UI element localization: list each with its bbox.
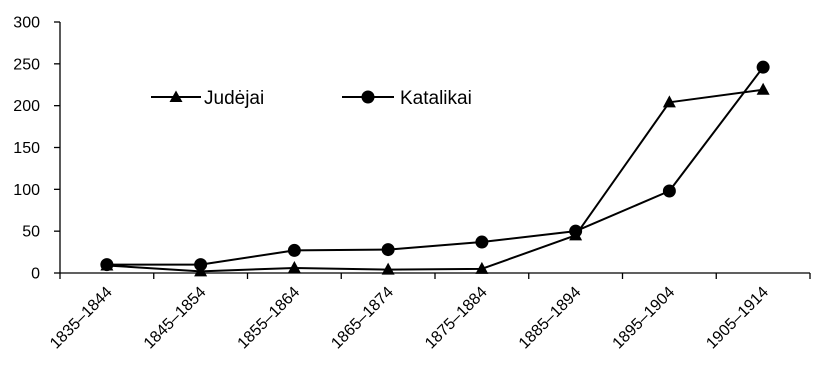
legend-triangle-marker [169, 90, 183, 102]
x-tick-label: 1875–1884 [422, 284, 491, 353]
y-ticks: 0 50 100 150 200 250 300 [13, 15, 60, 283]
legend-circle-marker [361, 90, 375, 104]
x-tick-label: 1855–1864 [235, 284, 304, 353]
x-tick-label: 1835–1844 [47, 284, 116, 353]
point-katalikai [662, 184, 676, 198]
point-katalikai [100, 258, 114, 272]
legend-item-judejai: Judėjai [151, 88, 264, 109]
x-tick-label: 1885–1894 [516, 284, 585, 353]
legend-label-judejai: Judėjai [204, 88, 264, 109]
point-katalikai [194, 258, 208, 272]
y-axis: 0 50 100 150 200 250 300 [13, 15, 61, 283]
series-line-judejai [106, 88, 764, 273]
x-tick-label: 1895–1904 [610, 284, 679, 353]
point-judejai [287, 260, 301, 273]
legend: Judėjai Katalikai [151, 88, 472, 109]
y-tick-label: 200 [13, 98, 40, 115]
series-line-katalikai [106, 66, 764, 266]
series-layer [100, 60, 770, 277]
point-katalikai [569, 224, 583, 238]
point-judejai [756, 82, 770, 95]
point-katalikai [287, 243, 301, 257]
x-tick-label: 1865–1874 [328, 284, 397, 353]
x-ticks: 1835–1844 1845–1854 1855–1864 1865–1874 1875… [47, 273, 811, 353]
point-katalikai [381, 243, 395, 257]
y-tick-label: 300 [13, 15, 40, 32]
y-tick-label: 150 [13, 140, 40, 157]
y-tick-label: 50 [22, 224, 40, 241]
x-tick-label: 1845–1854 [141, 284, 210, 353]
x-axis: 1835–1844 1845–1854 1855–1864 1865–1874 1875… [47, 272, 811, 353]
legend-item-katalikai: Katalikai [342, 88, 472, 109]
y-tick-label: 100 [13, 182, 40, 199]
y-tick-label: 250 [13, 56, 40, 73]
point-judejai [381, 262, 395, 275]
y-tick-label: 0 [31, 266, 40, 283]
point-katalikai [475, 235, 489, 249]
x-tick-label: 1905–1914 [703, 284, 772, 353]
point-katalikai [756, 60, 770, 74]
point-judejai [662, 95, 676, 108]
point-judejai [475, 261, 489, 274]
legend-label-katalikai: Katalikai [400, 88, 472, 109]
